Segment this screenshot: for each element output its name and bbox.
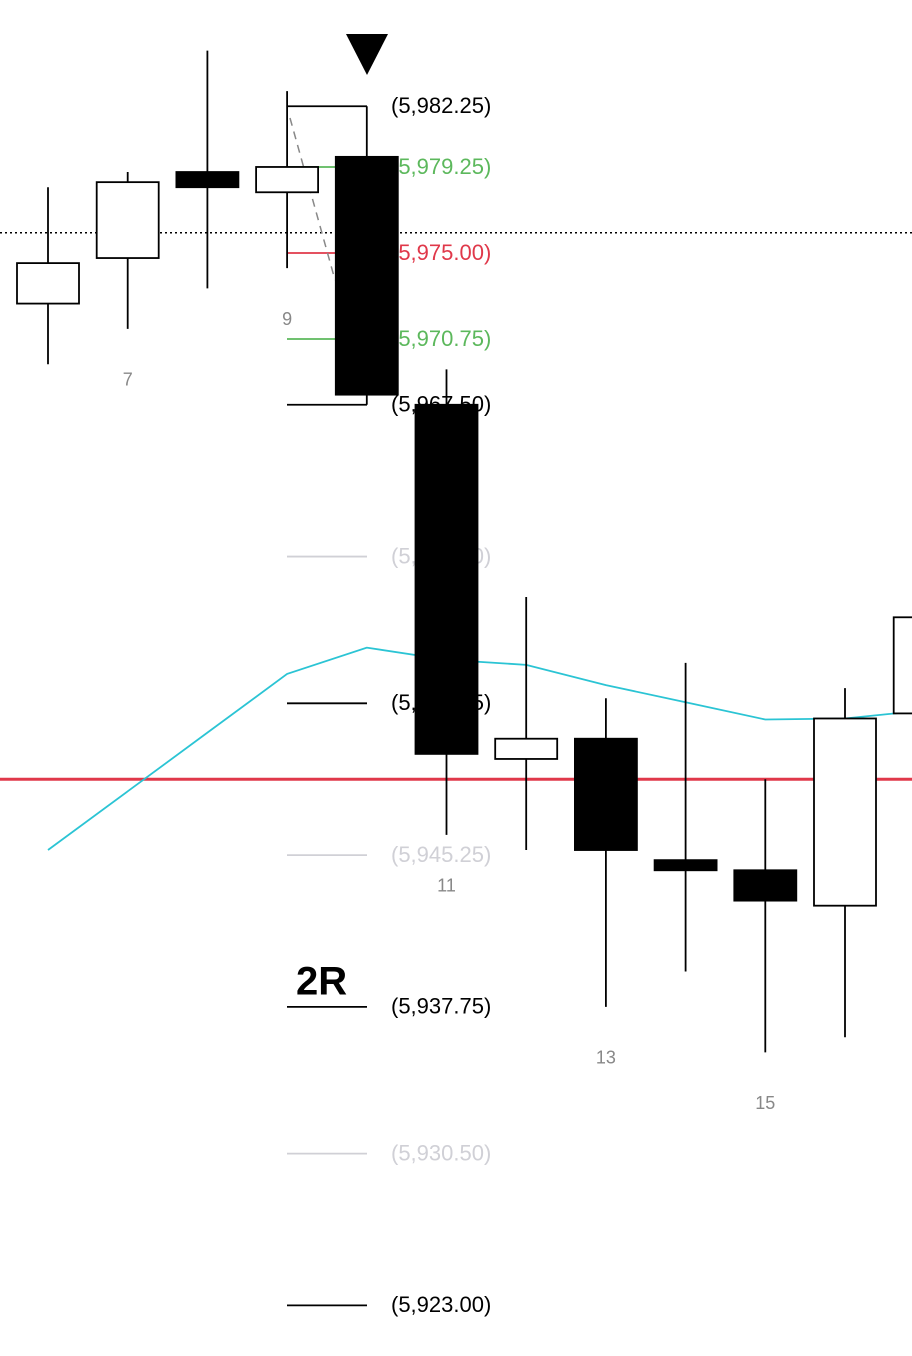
level-label: (5,923.00)	[391, 1292, 491, 1317]
candles: 7 9 11 13 15	[16, 50, 912, 1113]
annotation: 2R	[296, 960, 347, 1004]
candle-body	[16, 262, 80, 305]
bar-number: 13	[596, 1048, 616, 1068]
level-label: (5,970.75)	[391, 326, 491, 351]
level-label: (5,975.00)	[391, 240, 491, 265]
candle-body	[733, 869, 798, 902]
candle-body	[255, 166, 320, 194]
level-label: (5,982.25)	[391, 93, 491, 118]
level-label: (5,930.50)	[391, 1140, 491, 1165]
candle-body	[813, 717, 877, 907]
entry-marker	[346, 34, 388, 75]
bar-number: 11	[437, 876, 456, 896]
candle-body	[95, 181, 160, 259]
drawing-line	[289, 117, 336, 281]
candle-body	[175, 171, 240, 189]
candle-body	[494, 737, 559, 760]
candle-body	[334, 155, 399, 396]
candle-body	[414, 403, 479, 755]
candle-body	[892, 616, 912, 715]
candle-body	[653, 859, 718, 872]
bar-number: 7	[123, 370, 133, 390]
indicator-line	[47, 646, 912, 851]
level-label: (5,979.25)	[391, 154, 491, 179]
bar-number: 9	[282, 309, 292, 329]
indicator-line	[47, 646, 912, 851]
candle-body	[574, 737, 638, 851]
bar-number: 15	[755, 1093, 775, 1113]
level-label: (5,937.75)	[391, 994, 491, 1019]
level-label: (5,945.25)	[391, 842, 491, 867]
